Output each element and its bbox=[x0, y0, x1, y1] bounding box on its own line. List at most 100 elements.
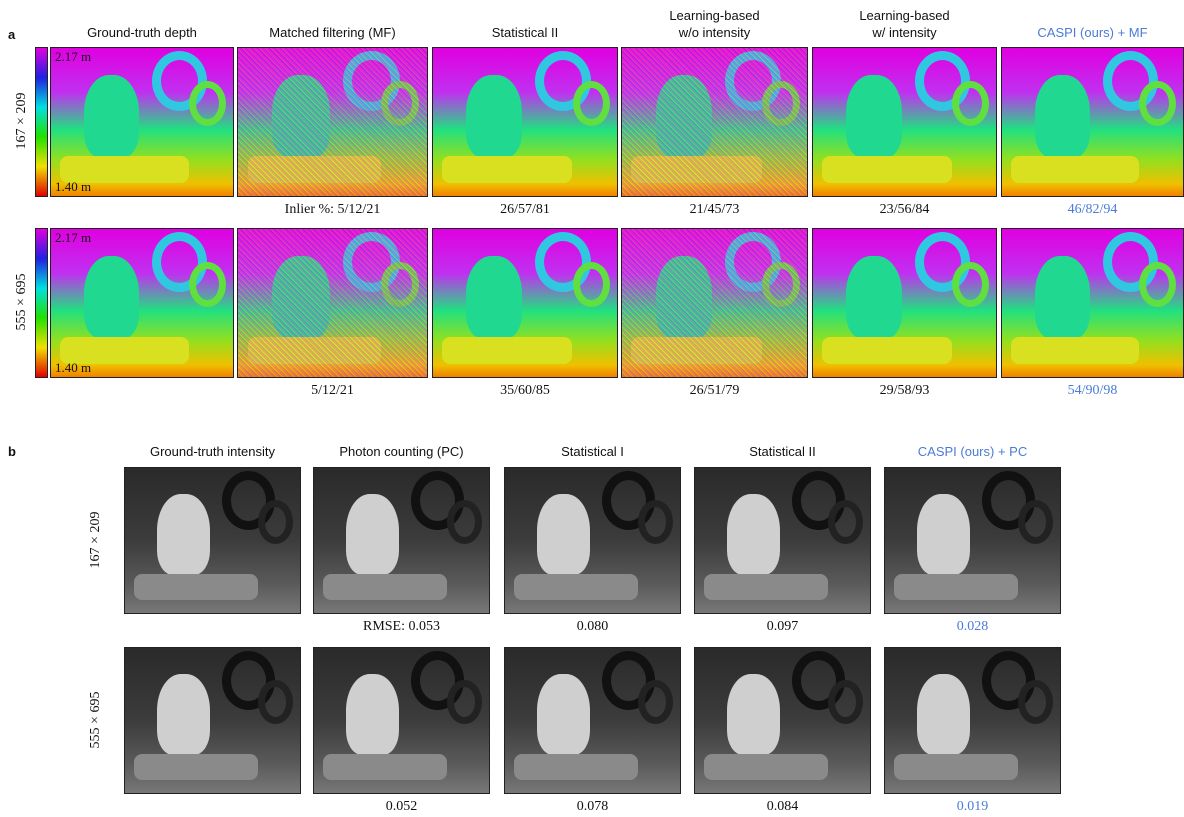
depth-image bbox=[237, 47, 428, 197]
colorbar-min: 1.40 m bbox=[55, 360, 91, 376]
depth-image bbox=[621, 228, 808, 378]
ring-shape bbox=[189, 262, 226, 307]
column-title: CASPI (ours) + MF bbox=[1001, 24, 1184, 41]
score: 54/90/98 bbox=[1001, 383, 1184, 399]
score: 0.080 bbox=[484, 619, 701, 635]
head-shape bbox=[84, 75, 139, 158]
column-title: Statistical II bbox=[432, 24, 618, 41]
row-label: 167 × 209 bbox=[88, 465, 104, 615]
score: 26/51/79 bbox=[621, 383, 808, 399]
head-shape bbox=[157, 674, 210, 755]
base-shape bbox=[704, 574, 828, 600]
figure: a Ground-truth depthMatched filtering (MF… bbox=[0, 0, 1184, 817]
base-shape bbox=[1011, 337, 1139, 364]
head-shape bbox=[157, 494, 210, 575]
base-shape bbox=[1011, 156, 1139, 183]
ring-shape bbox=[952, 262, 989, 307]
score: 0.052 bbox=[293, 799, 510, 815]
base-shape bbox=[514, 574, 638, 600]
noise bbox=[622, 229, 807, 377]
ring-shape bbox=[1018, 500, 1053, 544]
colorbar-max: 2.17 m bbox=[55, 230, 91, 246]
depth-image bbox=[1001, 228, 1184, 378]
intensity-image bbox=[884, 647, 1061, 794]
column-title: w/o intensity bbox=[621, 24, 808, 41]
noise bbox=[622, 48, 807, 196]
head-shape bbox=[1035, 256, 1090, 339]
intensity-image bbox=[504, 647, 681, 794]
row-label: 555 × 695 bbox=[14, 227, 30, 377]
column-title: Photon counting (PC) bbox=[303, 443, 500, 460]
ring-shape bbox=[258, 500, 293, 544]
ring-shape bbox=[828, 680, 863, 724]
depth-image bbox=[50, 228, 234, 378]
head-shape bbox=[537, 674, 590, 755]
ring-shape bbox=[258, 680, 293, 724]
intensity-image bbox=[124, 647, 301, 794]
column-title: CASPI (ours) + PC bbox=[874, 443, 1071, 460]
head-shape bbox=[346, 494, 399, 575]
score: 5/12/21 bbox=[237, 383, 428, 399]
base-shape bbox=[514, 754, 638, 780]
ring-shape bbox=[1139, 81, 1176, 126]
head-shape bbox=[846, 256, 902, 339]
intensity-image bbox=[884, 467, 1061, 614]
ring-shape bbox=[573, 262, 610, 307]
ring-shape bbox=[638, 680, 673, 724]
score: 0.084 bbox=[674, 799, 891, 815]
score: 35/60/85 bbox=[432, 383, 618, 399]
column-title: Statistical II bbox=[684, 443, 881, 460]
head-shape bbox=[917, 494, 970, 575]
head-shape bbox=[466, 75, 522, 158]
score: 46/82/94 bbox=[1001, 202, 1184, 218]
column-title: Ground-truth depth bbox=[50, 24, 234, 41]
ring-shape bbox=[952, 81, 989, 126]
score: 0.028 bbox=[864, 619, 1081, 635]
ring-shape bbox=[573, 81, 610, 126]
colorbar-min: 1.40 m bbox=[55, 179, 91, 195]
depth-image bbox=[621, 47, 808, 197]
noise bbox=[238, 48, 427, 196]
depth-image bbox=[50, 47, 234, 197]
depth-image bbox=[432, 228, 618, 378]
depth-image bbox=[812, 228, 997, 378]
row-label: 555 × 695 bbox=[88, 645, 104, 795]
head-shape bbox=[346, 674, 399, 755]
intensity-image bbox=[313, 647, 490, 794]
score: 26/57/81 bbox=[432, 202, 618, 218]
head-shape bbox=[1035, 75, 1090, 158]
base-shape bbox=[323, 754, 447, 780]
ring-shape bbox=[1018, 680, 1053, 724]
panel-label: a bbox=[8, 27, 15, 42]
head-shape bbox=[727, 674, 780, 755]
score: 0.019 bbox=[864, 799, 1081, 815]
panel-label: b bbox=[8, 444, 16, 459]
ring-shape bbox=[447, 500, 482, 544]
intensity-image bbox=[313, 467, 490, 614]
score: 21/45/73 bbox=[621, 202, 808, 218]
head-shape bbox=[727, 494, 780, 575]
score: Inlier %: 5/12/21 bbox=[237, 202, 428, 218]
depth-image bbox=[1001, 47, 1184, 197]
base-shape bbox=[134, 754, 258, 780]
base-shape bbox=[822, 156, 952, 183]
ring-shape bbox=[189, 81, 226, 126]
base-shape bbox=[442, 156, 572, 183]
head-shape bbox=[846, 75, 902, 158]
intensity-image bbox=[504, 467, 681, 614]
intensity-image bbox=[124, 467, 301, 614]
colorbar bbox=[35, 47, 48, 197]
column-title: Learning-based bbox=[621, 7, 808, 24]
head-shape bbox=[917, 674, 970, 755]
column-title: Matched filtering (MF) bbox=[237, 24, 428, 41]
base-shape bbox=[442, 337, 572, 364]
head-shape bbox=[466, 256, 522, 339]
ring-shape bbox=[447, 680, 482, 724]
ring-shape bbox=[1139, 262, 1176, 307]
row-label: 167 × 209 bbox=[14, 46, 30, 196]
score: 0.097 bbox=[674, 619, 891, 635]
base-shape bbox=[704, 754, 828, 780]
column-title: Learning-based bbox=[812, 7, 997, 24]
depth-image bbox=[812, 47, 997, 197]
score: 23/56/84 bbox=[812, 202, 997, 218]
